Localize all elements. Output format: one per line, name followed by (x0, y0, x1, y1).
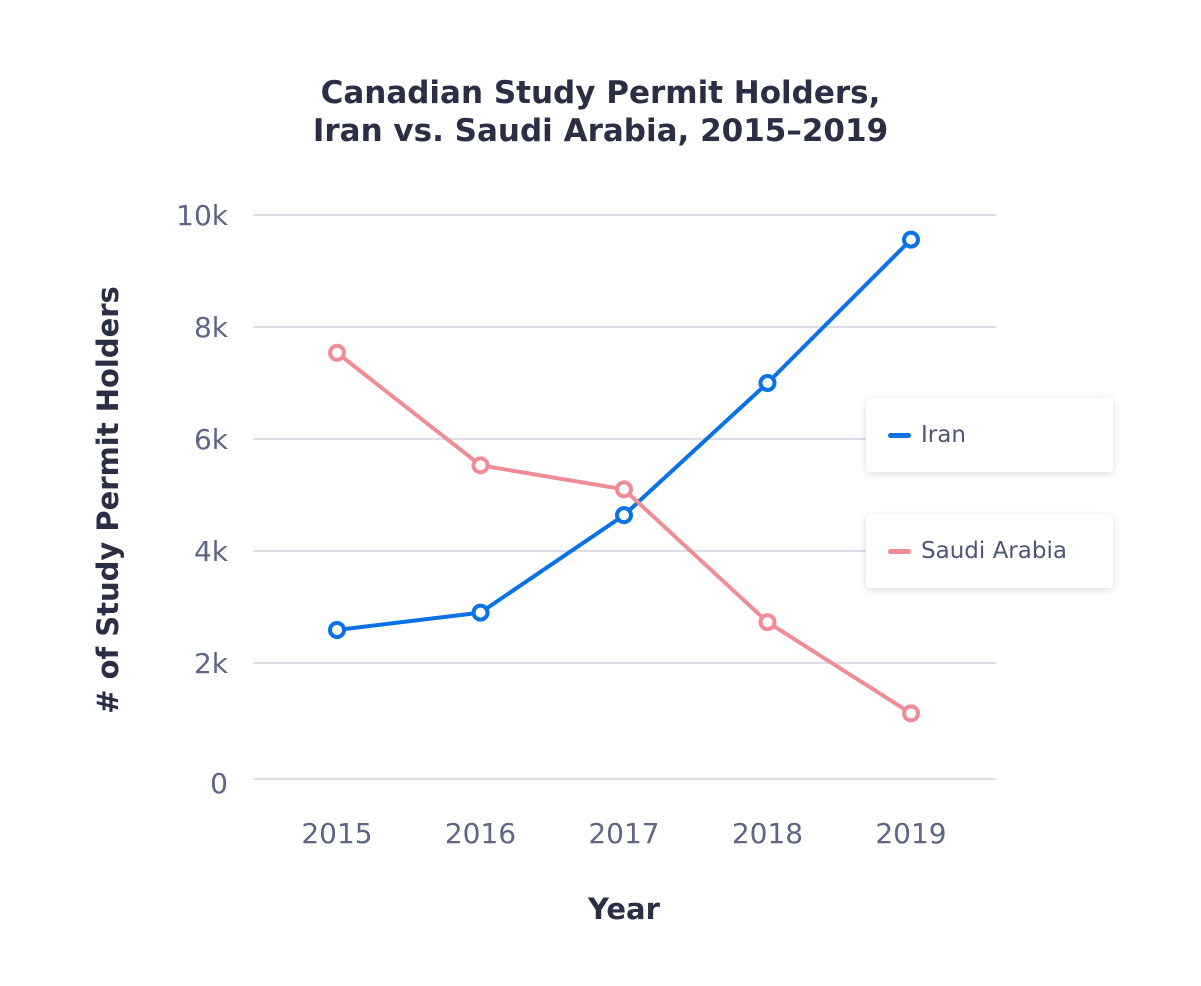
legend-label-iran: Iran (921, 422, 966, 448)
data-point-saudi-arabia (615, 480, 633, 499)
x-axis-ticks: 2015 2016 2017 2018 2019 (301, 817, 946, 850)
data-point-saudi-arabia (902, 704, 920, 723)
y-tick-label: 2k (194, 647, 229, 680)
legend-swatch-iran (888, 432, 911, 438)
x-tick-label: 2019 (875, 817, 946, 850)
y-axis-ticks: 0 2k 4k 6k 8k 10k (176, 199, 229, 800)
legend-label-saudi-arabia: Saudi Arabia (921, 538, 1067, 564)
series-iran (328, 230, 920, 639)
data-point-iran (328, 620, 346, 639)
y-tick-label: 8k (194, 311, 229, 344)
series-line-iran (335, 237, 913, 632)
data-point-saudi-arabia (758, 613, 777, 632)
series-saudi-arabia (328, 343, 920, 723)
legend-swatch-saudi-arabia (888, 548, 911, 554)
data-point-iran (902, 230, 920, 249)
y-tick-label: 4k (194, 535, 229, 568)
y-tick-label: 6k (194, 423, 229, 456)
chart-title: Canadian Study Permit Holders, Iran vs. … (0, 74, 1201, 150)
y-tick-label: 0 (210, 767, 228, 800)
x-tick-label: 2017 (588, 817, 659, 850)
series-line-saudi-arabia (335, 350, 913, 716)
y-tick-label: 10k (176, 199, 229, 232)
x-tick-label: 2015 (301, 817, 372, 850)
x-tick-label: 2016 (445, 817, 516, 850)
data-point-saudi-arabia (471, 456, 490, 475)
data-point-iran (471, 603, 490, 622)
data-point-iran (758, 374, 777, 392)
chart-title-line-2: Iran vs. Saudi Arabia, 2015–2019 (312, 113, 889, 149)
data-point-iran (615, 506, 633, 525)
legend-item-saudi-arabia: Saudi Arabia (866, 514, 1113, 588)
x-axis-label: Year (588, 892, 660, 926)
x-tick-label: 2018 (732, 817, 803, 850)
data-point-saudi-arabia (328, 343, 346, 362)
chart-title-line-1: Canadian Study Permit Holders, (320, 75, 881, 111)
data-series (328, 230, 920, 723)
legend-item-iran: Iran (866, 398, 1113, 472)
